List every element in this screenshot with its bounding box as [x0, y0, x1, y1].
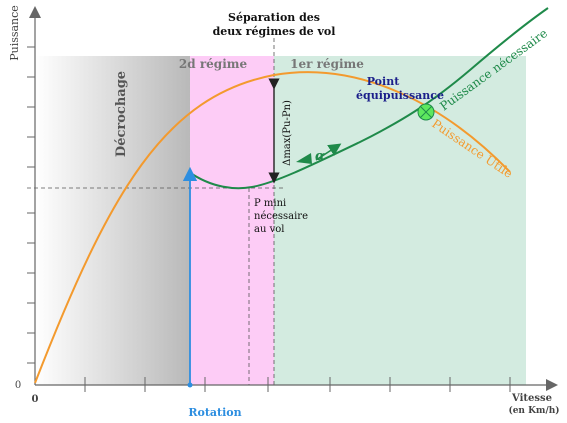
rotation-point	[187, 382, 193, 388]
p-mini-line3: au vol	[254, 224, 284, 235]
alpha-label: α	[315, 149, 325, 164]
p-mini-line2: nécessaire	[254, 211, 308, 222]
required-power-curve	[188, 7, 549, 190]
x-ticks	[84, 377, 511, 392]
second-regime-label: 2d régime	[179, 57, 248, 71]
p-mini-line1: P mini	[254, 198, 286, 209]
origin-x-label: 0	[32, 394, 39, 405]
first-regime-label: 1er régime	[290, 57, 364, 71]
delta-max-label: Δmax(Pu-Pn)	[282, 100, 293, 166]
x-axis-unit: (en Km/h)	[508, 405, 559, 416]
rotation-label: Rotation	[188, 406, 241, 419]
useful-power-curve	[34, 71, 511, 384]
x-axis-label: Vitesse	[511, 393, 552, 404]
stall-label: Décrochage	[114, 71, 129, 157]
equi-label-line1: Point	[367, 75, 400, 88]
alpha-triangle	[296, 153, 312, 164]
y-axis-label: Puissance	[8, 5, 21, 61]
separation-title-line1: Séparation des	[228, 11, 320, 24]
equi-label-line2: équipuissance	[356, 89, 444, 102]
equi-cross-b	[419, 105, 433, 119]
origin-y-label: 0	[15, 380, 21, 391]
y-ticks	[27, 46, 35, 364]
stall-region	[35, 56, 190, 385]
second-regime-region	[190, 56, 274, 385]
alpha-arrow	[315, 143, 342, 161]
separation-title-line2: deux régimes de vol	[213, 25, 336, 38]
first-regime-region	[274, 56, 526, 385]
